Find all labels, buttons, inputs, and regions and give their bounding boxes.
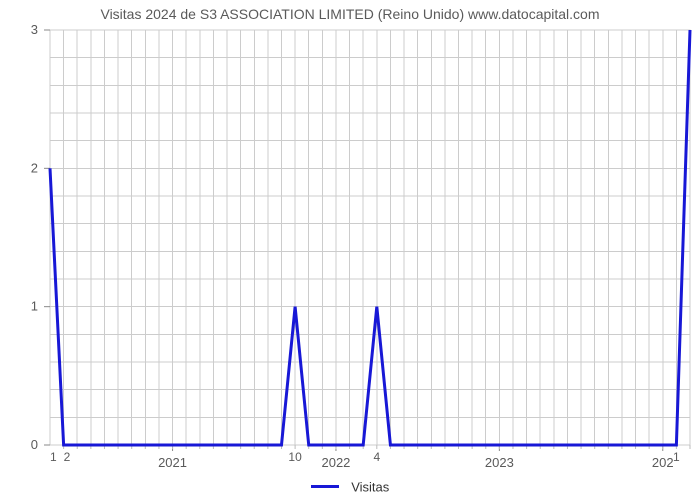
legend-item-visitas[interactable]: Visitas bbox=[311, 478, 390, 495]
svg-text:2021: 2021 bbox=[158, 455, 187, 470]
chart-svg: 0123202120222023202121041 bbox=[0, 0, 700, 500]
svg-text:4: 4 bbox=[373, 450, 380, 464]
svg-text:202: 202 bbox=[652, 455, 674, 470]
svg-text:1: 1 bbox=[673, 450, 680, 464]
svg-text:2022: 2022 bbox=[321, 455, 350, 470]
svg-text:2: 2 bbox=[31, 160, 38, 175]
legend-line-icon bbox=[311, 485, 339, 488]
chart-title: Visitas 2024 de S3 ASSOCIATION LIMITED (… bbox=[0, 6, 700, 22]
svg-text:2023: 2023 bbox=[485, 455, 514, 470]
svg-text:1: 1 bbox=[31, 299, 38, 314]
legend-label: Visitas bbox=[351, 479, 389, 494]
svg-text:1: 1 bbox=[50, 450, 57, 464]
svg-text:0: 0 bbox=[31, 437, 38, 452]
svg-text:2: 2 bbox=[64, 450, 71, 464]
svg-text:3: 3 bbox=[31, 22, 38, 37]
chart-legend: Visitas bbox=[0, 478, 700, 496]
svg-text:10: 10 bbox=[288, 450, 302, 464]
chart-container: Visitas 2024 de S3 ASSOCIATION LIMITED (… bbox=[0, 0, 700, 500]
